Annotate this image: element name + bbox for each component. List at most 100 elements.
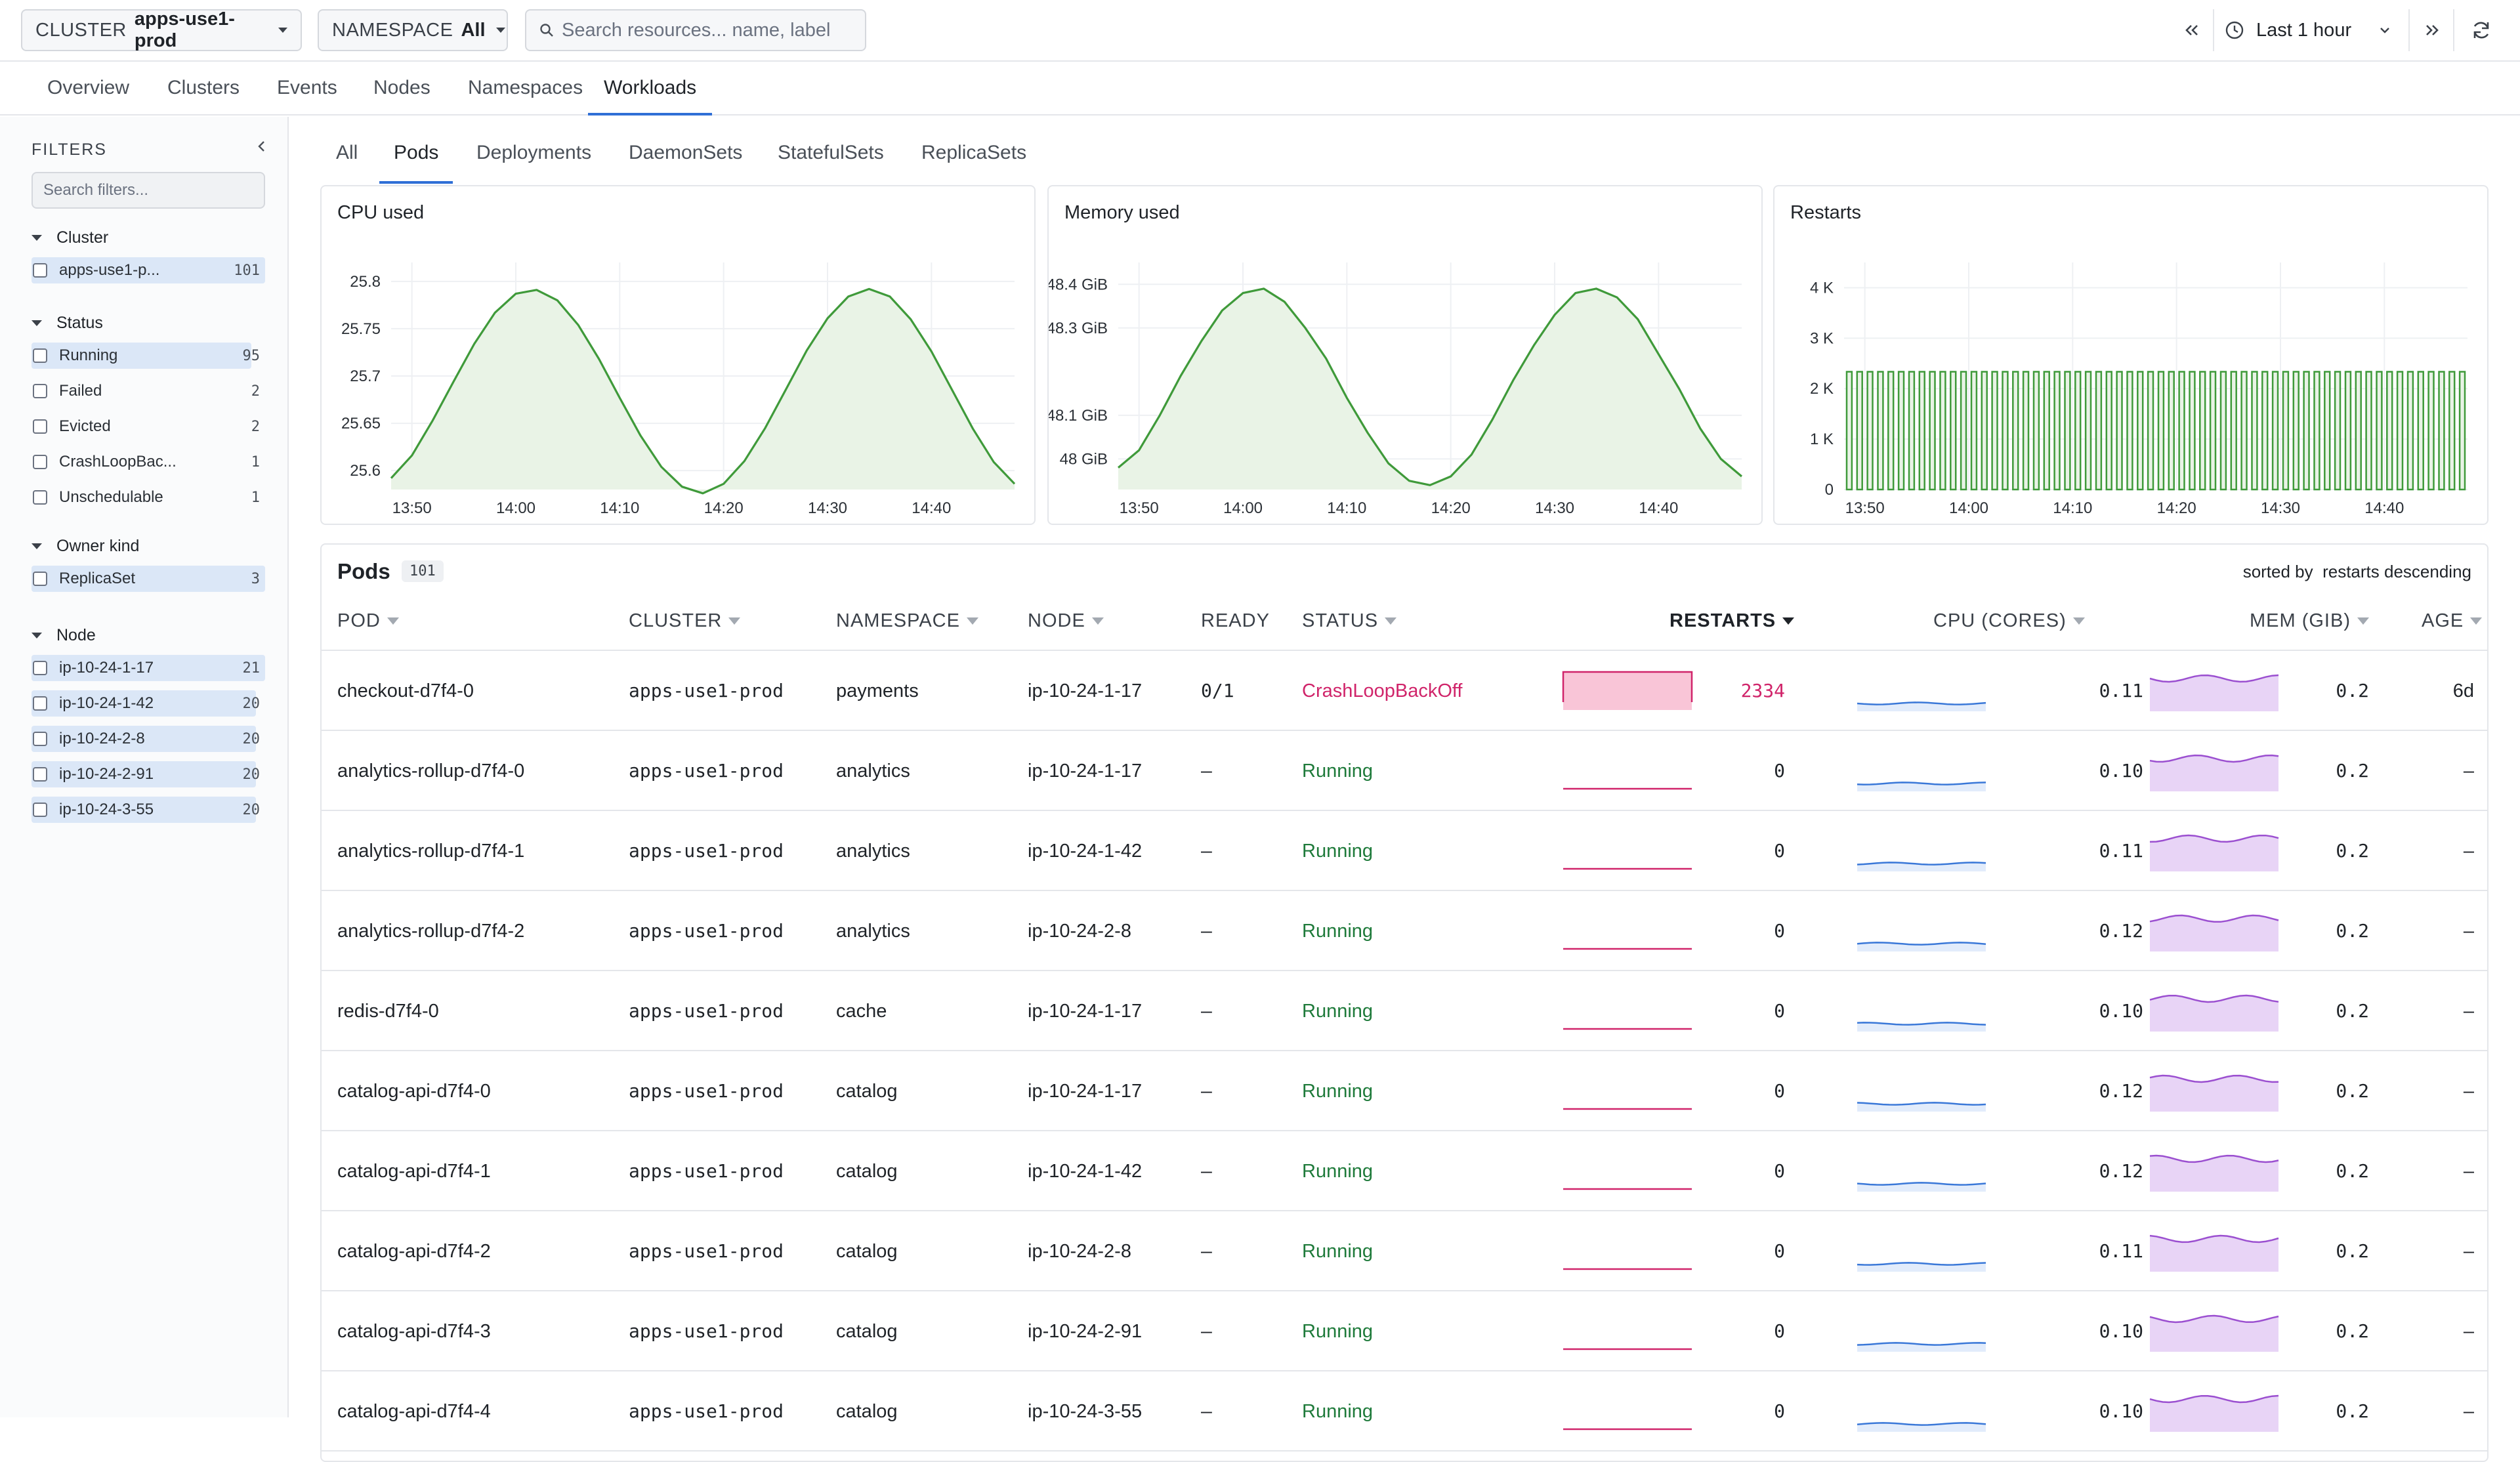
clock-icon <box>2225 20 2244 40</box>
col-header-label: POD <box>337 610 381 632</box>
filter-group-title[interactable]: Cluster <box>32 228 108 247</box>
time-range-selector[interactable]: Last 1 hour <box>2225 9 2408 51</box>
sort-indicator: sorted by restarts descending <box>2243 562 2471 582</box>
cell-cluster: apps-use1-prod <box>629 1371 784 1452</box>
restart-bar <box>2273 372 2278 490</box>
filter-checkbox[interactable] <box>33 572 47 586</box>
col-header-label: RESTARTS <box>1670 610 1776 632</box>
cell-cpu: 0.12 <box>2078 891 2143 971</box>
tab-namespaces[interactable]: Namespaces <box>468 63 583 115</box>
col-header-node[interactable]: NODE <box>1028 610 1104 632</box>
mem-spark-area <box>2150 1396 2278 1432</box>
time-next-button[interactable] <box>2418 9 2446 51</box>
cpu-sparkline <box>1856 1151 1987 1192</box>
filter-item[interactable]: apps-use1-p...101 <box>32 256 265 285</box>
cell-ready: – <box>1201 1131 1212 1211</box>
col-header-cluster[interactable]: CLUSTER <box>629 610 740 632</box>
y-tick-label: 48 GiB <box>1060 450 1108 468</box>
filter-checkbox[interactable] <box>33 384 47 398</box>
col-header-age[interactable]: AGE <box>2422 610 2482 632</box>
subtab-pods[interactable]: Pods <box>379 142 453 184</box>
y-tick-label: 25.8 <box>350 273 381 291</box>
cell-age: – <box>2408 1051 2474 1131</box>
cell-age: – <box>2408 971 2474 1051</box>
restart-bar <box>2107 372 2112 490</box>
subtab-replicasets[interactable]: ReplicaSets <box>921 142 1026 184</box>
subtab-deployments[interactable]: Deployments <box>476 142 591 184</box>
col-header-namespace[interactable]: NAMESPACE <box>836 610 978 632</box>
sort-prefix: sorted by <box>2243 562 2313 581</box>
cell-cpu: 0.10 <box>2078 1291 2143 1371</box>
filter-search-input[interactable]: Search filters... <box>32 172 265 209</box>
tab-clusters[interactable]: Clusters <box>167 63 240 115</box>
time-prev-button[interactable] <box>2177 9 2206 51</box>
tab-nodes[interactable]: Nodes <box>373 63 430 115</box>
filter-group-label: Status <box>56 314 103 333</box>
cell-cpu: 0.12 <box>2078 1131 2143 1211</box>
col-header-label: NODE <box>1028 610 1085 632</box>
col-header-mem[interactable]: MEM (GIB) <box>2250 610 2369 632</box>
collapse-sidebar-button[interactable] <box>255 136 269 159</box>
filter-checkbox[interactable] <box>33 732 47 746</box>
col-header-cpu[interactable]: CPU (CORES) <box>1933 610 2085 632</box>
col-header-pod[interactable]: POD <box>337 610 399 632</box>
sort-arrow-icon <box>1092 617 1104 625</box>
cell-node: ip-10-24-2-8 <box>1028 1211 1131 1291</box>
cell-cpu: 0.10 <box>2078 731 2143 811</box>
subtab-daemonsets[interactable]: DaemonSets <box>629 142 742 184</box>
namespace-selector[interactable]: NAMESPACE All <box>318 9 508 51</box>
filter-checkbox[interactable] <box>33 803 47 817</box>
filter-group-title[interactable]: Node <box>32 626 96 645</box>
refresh-button[interactable] <box>2465 9 2498 51</box>
cluster-selector[interactable]: CLUSTER apps-use1-prod <box>21 9 302 51</box>
filter-group-title[interactable]: Owner kind <box>32 537 139 556</box>
filter-group-title[interactable]: Status <box>32 314 103 333</box>
tab-events[interactable]: Events <box>277 63 337 115</box>
subtab-all[interactable]: All <box>336 142 358 184</box>
resource-search-input[interactable]: Search resources... name, label <box>525 9 866 51</box>
mem-sparkline <box>2149 1071 2280 1112</box>
filter-checkbox[interactable] <box>33 767 47 782</box>
filter-checkbox[interactable] <box>33 348 47 363</box>
col-header-ready[interactable]: READY <box>1201 610 1270 632</box>
col-header-restarts[interactable]: RESTARTS <box>1670 610 1794 632</box>
cell-restarts: 0 <box>1719 891 1785 971</box>
filter-checkbox[interactable] <box>33 263 47 278</box>
filter-item-label: CrashLoopBac... <box>59 453 251 471</box>
filter-checkbox[interactable] <box>33 696 47 711</box>
cell-cpu: 0.11 <box>2078 1211 2143 1291</box>
subtab-statefulsets[interactable]: StatefulSets <box>778 142 884 184</box>
filter-item[interactable]: CrashLoopBac...1 <box>32 448 265 476</box>
filter-checkbox[interactable] <box>33 490 47 505</box>
tab-workloads[interactable]: Workloads <box>588 63 712 115</box>
filter-checkbox[interactable] <box>33 419 47 434</box>
filter-checkbox[interactable] <box>33 661 47 675</box>
filter-checkbox[interactable] <box>33 455 47 469</box>
tab-overview[interactable]: Overview <box>47 63 129 115</box>
col-header-status[interactable]: STATUS <box>1302 610 1396 632</box>
x-tick-label: 14:00 <box>496 499 536 517</box>
restart-bar <box>1899 372 1904 490</box>
restarts-sparkline <box>1562 1151 1693 1192</box>
cell-cluster: apps-use1-prod <box>629 731 784 811</box>
